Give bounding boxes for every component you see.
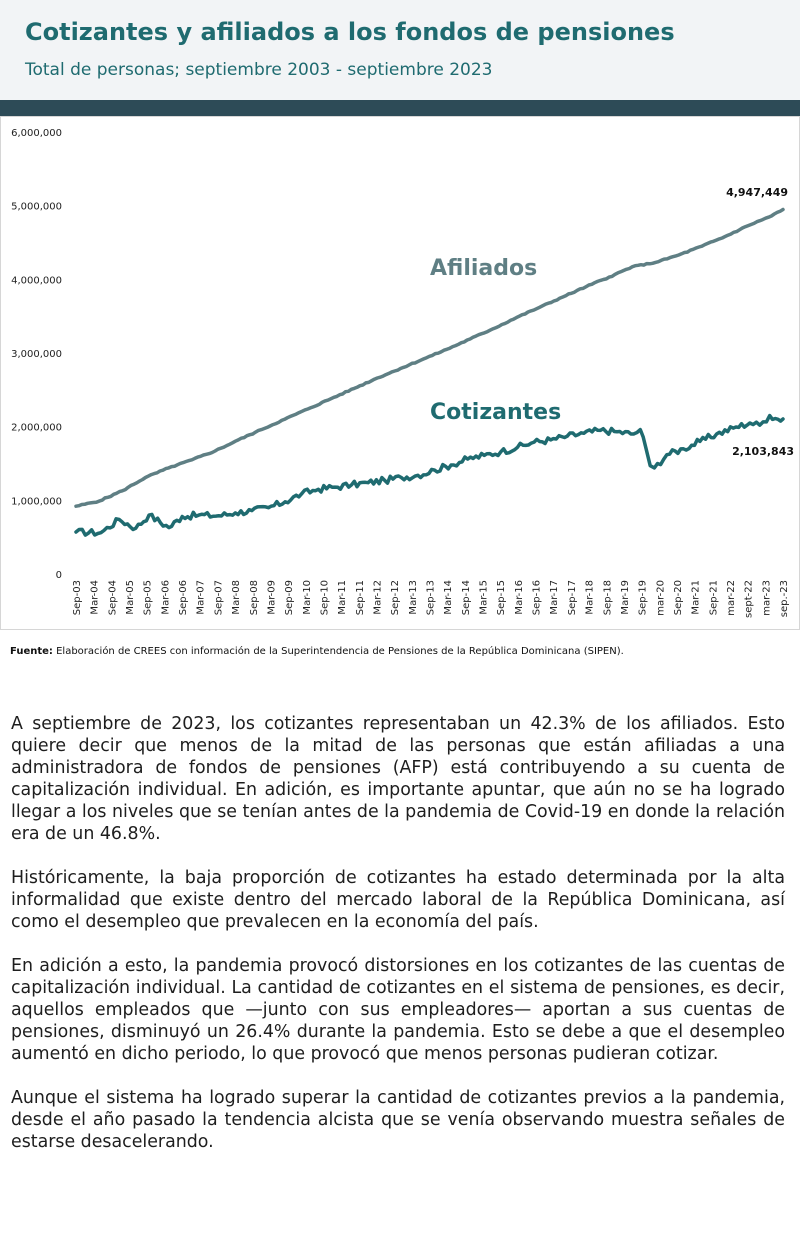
y-tick-label: 6,000,000 — [11, 128, 62, 139]
x-tick-label: mar-22 — [726, 580, 737, 616]
data-label-cotizantes-end: 2,103,843 — [732, 445, 794, 458]
x-tick-label: Sep-18 — [602, 580, 613, 615]
x-tick-label: Sep-03 — [72, 580, 83, 615]
source-label: Fuente: — [10, 646, 53, 657]
x-tick-label: Sep-08 — [249, 580, 260, 615]
paragraph: Históricamente, la baja proporción de co… — [11, 868, 785, 932]
x-tick-label: Mar-19 — [620, 580, 631, 615]
x-tick-label: Mar-09 — [266, 580, 277, 615]
source-note: Fuente: Elaboración de CREES con informa… — [10, 646, 624, 657]
x-tick-label: Sep-13 — [426, 580, 437, 615]
chart-subtitle: Total de personas; septiembre 2003 - sep… — [25, 60, 493, 80]
x-tick-label: Sep-04 — [107, 580, 118, 615]
x-tick-label: Sep-06 — [178, 580, 189, 615]
line-chart: 0 1,000,000 2,000,000 3,000,000 4,000,000 5,0… — [11, 128, 794, 618]
paragraph: En adición a esto, la pandemia provocó d… — [11, 956, 785, 1064]
x-tick-label: Mar-14 — [443, 580, 454, 615]
x-tick-label: Mar-11 — [337, 580, 348, 615]
x-tick-label: Mar-05 — [125, 580, 136, 615]
paragraph: A septiembre de 2023, los cotizantes rep… — [11, 714, 785, 844]
x-tick-label: sept-22 — [744, 580, 755, 618]
paragraph: Aunque el sistema ha logrado superar la … — [11, 1088, 785, 1152]
x-tick-label: Sep-15 — [496, 580, 507, 615]
x-tick-label: Sep-07 — [213, 580, 224, 615]
x-tick-label: Sep-11 — [355, 580, 366, 615]
x-tick-label: Mar-18 — [585, 580, 596, 615]
chart-title: Cotizantes y afiliados a los fondos de p… — [25, 18, 675, 46]
series-line-afiliados — [74, 207, 785, 508]
x-tick-label: sep.-23 — [779, 580, 790, 617]
series-label-cotizantes: Cotizantes — [430, 400, 561, 425]
chart-header: Cotizantes y afiliados a los fondos de p… — [0, 0, 800, 100]
x-tick-label: Mar-08 — [231, 580, 242, 615]
y-tick-label: 1,000,000 — [11, 496, 62, 507]
x-tick-label: Mar-16 — [514, 580, 525, 615]
x-tick-label: Mar-13 — [408, 580, 419, 615]
x-tick-label: Sep-12 — [390, 580, 401, 615]
y-tick-label: 2,000,000 — [11, 423, 62, 434]
x-tick-label: Sep-16 — [532, 580, 543, 615]
series-line-cotizantes — [74, 413, 785, 537]
chart-frame — [0, 116, 800, 630]
header-divider — [0, 100, 800, 116]
x-tick-label: Sep-09 — [284, 580, 295, 615]
data-label-afiliados-end: 4,947,449 — [726, 186, 788, 199]
x-tick-label: Sep-19 — [638, 580, 649, 615]
y-tick-label: 4,000,000 — [11, 275, 62, 286]
x-tick-label: Sep-17 — [567, 580, 578, 615]
article-body: A septiembre de 2023, los cotizantes rep… — [11, 713, 785, 1175]
y-tick-label: 0 — [56, 570, 62, 581]
y-tick-label: 3,000,000 — [11, 349, 62, 360]
x-tick-label: Sep-05 — [143, 580, 154, 615]
x-tick-label: Mar-17 — [549, 580, 560, 615]
x-tick-label: Mar-10 — [302, 580, 313, 615]
x-tick-label: Sep-20 — [673, 580, 684, 615]
x-tick-label: Mar-07 — [196, 580, 207, 615]
x-tick-label: mar-23 — [761, 580, 772, 616]
x-tick-label: Sep-10 — [319, 580, 330, 615]
x-tick-label: Mar-15 — [479, 580, 490, 615]
source-text: Elaboración de CREES con información de … — [56, 646, 624, 657]
series-label-afiliados: Afiliados — [430, 256, 537, 281]
y-tick-label: 5,000,000 — [11, 202, 62, 213]
x-tick-label: Mar-06 — [160, 580, 171, 615]
x-tick-label: Mar-21 — [691, 580, 702, 615]
x-tick-label: Mar-04 — [90, 580, 101, 615]
x-tick-label: Sep-21 — [708, 580, 719, 615]
x-tick-label: mar-20 — [655, 580, 666, 616]
x-tick-label: Mar-12 — [372, 580, 383, 615]
x-tick-label: Sep-14 — [461, 580, 472, 615]
